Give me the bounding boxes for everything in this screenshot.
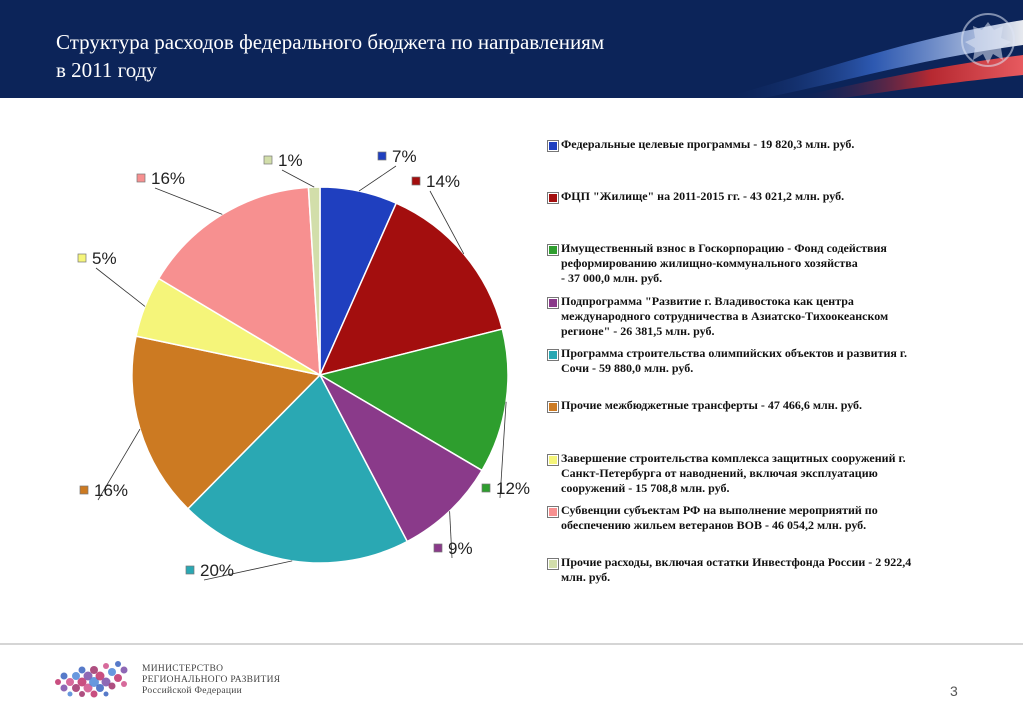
- pie-slice: [307, 186, 321, 376]
- leader-line: [429, 190, 465, 255]
- ministry-line-1: МИНИСТЕРСТВО: [142, 664, 224, 674]
- data-label: 16%: [94, 481, 128, 500]
- legend-swatch: [548, 402, 558, 412]
- ministry-name: МИНИСТЕРСТВО РЕГИОНАЛЬНОГО РАЗВИТИЯ Росс…: [142, 664, 280, 697]
- page-number: 3: [950, 683, 958, 699]
- leader-line: [203, 560, 293, 581]
- legend-item: Прочие межбюджетные трансферты - 47 466,…: [548, 398, 968, 413]
- data-label: 20%: [200, 561, 234, 580]
- data-label: 16%: [151, 169, 185, 188]
- pie-chart: 7% 14% 12% 9% 20% 16% 5% 16% 1%: [77, 147, 530, 581]
- page-title-line-2: в 2011 году: [56, 58, 157, 82]
- data-label: 5%: [92, 249, 117, 268]
- legend-label: Имущественный взнос в Госкорпорацию - Фо…: [561, 241, 887, 285]
- data-label-swatch: [185, 565, 195, 575]
- legend-item: Имущественный взнос в Госкорпорацию - Фо…: [548, 241, 968, 286]
- data-label: 9%: [448, 539, 473, 558]
- page-title: Структура расходов федерального бюджета …: [56, 28, 604, 84]
- data-label-swatch: [433, 543, 443, 553]
- legend-swatch: [548, 559, 558, 569]
- leader-line: [154, 187, 223, 215]
- leader-line: [97, 428, 141, 501]
- legend-label: Завершение строительства комплекса защит…: [561, 451, 906, 495]
- double-headed-eagle-emblem-icon: [961, 13, 1015, 67]
- leader-line: [449, 511, 453, 559]
- legend-item: Программа строительства олимпийских объе…: [548, 346, 968, 376]
- data-label: 1%: [278, 151, 303, 170]
- flag-swoosh-decoration: [723, 13, 1023, 98]
- legend-label: Субвенции субъектам РФ на выполнение мер…: [561, 503, 878, 532]
- legend-label: Программа строительства олимпийских объе…: [561, 346, 907, 375]
- footer-divider: [0, 643, 1023, 645]
- data-label-swatch: [481, 483, 491, 493]
- legend-item: Подпрограмма "Развитие г. Владивостока к…: [548, 294, 968, 339]
- legend-item: Федеральные целевые программы - 19 820,3…: [548, 137, 968, 152]
- legend-item: Субвенции субъектам РФ на выполнение мер…: [548, 503, 968, 533]
- data-label: 7%: [392, 147, 417, 166]
- title-bar: Структура расходов федерального бюджета …: [0, 0, 1023, 98]
- legend-item: ФЦП "Жилище" на 2011-2015 гг. - 43 021,2…: [548, 189, 968, 204]
- data-label-swatch: [77, 253, 87, 263]
- pie-slice: [318, 328, 509, 472]
- legend-label: Подпрограмма "Развитие г. Владивостока к…: [561, 294, 889, 338]
- data-label-swatch: [79, 485, 89, 495]
- legend-swatch: [548, 298, 558, 308]
- ministry-line-3: Российской Федерации: [142, 686, 243, 696]
- legend-swatch: [548, 193, 558, 203]
- legend-swatch: [548, 455, 558, 465]
- ministry-line-2: РЕГИОНАЛЬНОГО РАЗВИТИЯ: [142, 675, 281, 685]
- leader-line: [499, 401, 507, 499]
- data-label-swatch: [411, 176, 421, 186]
- data-label-swatch: [263, 155, 273, 165]
- legend-label: Федеральные целевые программы - 19 820,3…: [561, 137, 855, 151]
- legend-label: Прочие межбюджетные трансферты - 47 466,…: [561, 398, 863, 412]
- data-label: 12%: [496, 479, 530, 498]
- legend-label: Прочие расходы, включая остатки Инвестфо…: [561, 555, 912, 584]
- data-label-swatch: [136, 173, 146, 183]
- page-title-line-1: Структура расходов федерального бюджета …: [56, 30, 605, 54]
- ministry-dots-logo-icon: [55, 661, 128, 698]
- legend-swatch: [548, 245, 558, 255]
- legend-item: Прочие расходы, включая остатки Инвестфо…: [548, 555, 968, 585]
- legend-item: Завершение строительства комплекса защит…: [548, 451, 968, 496]
- pie-slice: [186, 373, 409, 564]
- leader-line: [358, 165, 397, 192]
- leader-line: [95, 267, 146, 307]
- legend-swatch: [548, 507, 558, 517]
- legend-swatch: [548, 350, 558, 360]
- legend-swatch: [548, 141, 558, 151]
- pie-slice: [131, 335, 322, 510]
- leader-line: [281, 169, 315, 188]
- data-label: 14%: [426, 172, 460, 191]
- legend-label: ФЦП "Жилище" на 2011-2015 гг. - 43 021,2…: [561, 189, 845, 203]
- data-label-swatch: [377, 151, 387, 161]
